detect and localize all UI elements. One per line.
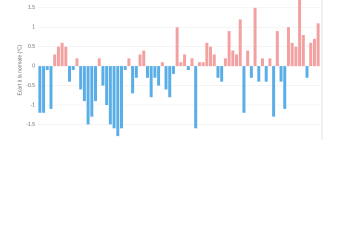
bar (38, 66, 42, 113)
y-tick-label: 0 (32, 63, 35, 69)
bar (64, 46, 68, 67)
bar (264, 66, 268, 82)
bar (49, 66, 53, 109)
chart: Ecart à la normale (°C) -1.5 -1 -0.5 0 0.5 1 1… (17, 0, 323, 140)
bar (127, 58, 131, 67)
bar (242, 66, 246, 113)
bar (175, 27, 179, 67)
bar (42, 66, 46, 113)
bar (97, 58, 101, 67)
bar (186, 66, 190, 70)
bar (268, 58, 272, 67)
bar (220, 66, 224, 82)
bar (231, 50, 235, 67)
y-tick-label: 1 (32, 25, 35, 31)
bar (134, 66, 138, 78)
bar (294, 46, 298, 67)
bar (298, 0, 302, 67)
bar (116, 66, 120, 137)
bar (75, 58, 79, 67)
bar (275, 31, 279, 67)
bar (290, 42, 294, 67)
bar (257, 66, 261, 82)
bar (53, 54, 57, 67)
bar (279, 66, 283, 82)
bar (227, 31, 231, 67)
bar (90, 66, 94, 117)
y-tick-label: 0.5 (28, 44, 35, 50)
bar (101, 66, 105, 86)
bar (168, 66, 172, 98)
y-tick-label: -1.5 (26, 122, 35, 128)
bar (45, 66, 49, 70)
bar (179, 62, 183, 67)
bar (145, 66, 149, 78)
bar (197, 62, 201, 67)
bar (164, 66, 168, 90)
bar (201, 62, 205, 67)
bar (123, 66, 127, 70)
bar (246, 50, 250, 67)
bar (142, 50, 146, 67)
bar (216, 66, 220, 78)
bar (108, 66, 112, 125)
bar (305, 66, 309, 78)
bar (205, 42, 209, 67)
bar (112, 66, 116, 129)
bar (286, 27, 290, 67)
bar (183, 54, 187, 67)
y-tick-label: 1.5 (28, 5, 35, 11)
bar (153, 66, 157, 78)
bar (249, 66, 253, 78)
bar (316, 23, 320, 67)
bar (56, 46, 60, 67)
bar (120, 66, 123, 129)
bar (71, 66, 75, 70)
bar (253, 7, 257, 67)
bar (190, 58, 194, 67)
bar (209, 46, 213, 67)
bar (160, 62, 164, 67)
bar (212, 54, 216, 67)
bar (68, 66, 72, 82)
bar (171, 66, 175, 74)
bar (157, 66, 161, 86)
y-tick-label: -1 (31, 102, 36, 108)
bar (149, 66, 153, 98)
bar (194, 66, 198, 129)
bar (105, 66, 109, 105)
bar (60, 42, 64, 67)
bar (86, 66, 90, 125)
y-tick-label: -0.5 (26, 83, 35, 89)
bar (94, 66, 97, 102)
bar (82, 66, 86, 102)
bar (238, 19, 242, 67)
bar (312, 38, 316, 67)
bar (309, 42, 313, 67)
bar (223, 58, 227, 67)
bar (235, 54, 238, 67)
bar (272, 66, 276, 117)
y-axis-label: Ecart à la normale (°C) (17, 44, 23, 95)
bar (79, 66, 83, 90)
bar (301, 35, 305, 67)
bar (283, 66, 287, 109)
bar (138, 54, 142, 67)
bar (261, 58, 264, 67)
bar (131, 66, 135, 94)
